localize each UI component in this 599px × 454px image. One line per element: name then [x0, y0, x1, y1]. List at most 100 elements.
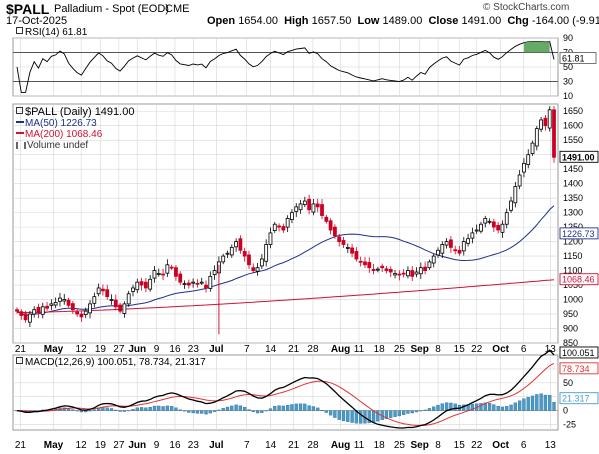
candle-body	[414, 271, 419, 275]
macd-histogram-bar	[264, 410, 268, 412]
macd-histogram-bar	[298, 403, 303, 411]
candle-swatch-icon	[16, 107, 23, 114]
price-tick-label: 1550	[563, 135, 583, 145]
price-tick-label: 850	[563, 338, 578, 348]
x-tick-label-bottom: 28	[307, 440, 319, 451]
macd-histogram-bar	[359, 410, 363, 424]
x-tick-label-bottom: 21	[288, 440, 300, 451]
x-tick-label: 8	[435, 344, 441, 355]
x-tick-label-bottom: 21	[15, 440, 27, 451]
macd-histogram-bar	[135, 407, 139, 411]
date-label: 17-Oct-2025	[6, 15, 68, 27]
macd-histogram-bar	[436, 404, 440, 411]
macd-histogram-bar	[350, 410, 354, 423]
candle-body	[431, 255, 436, 264]
macd-histogram-bar	[346, 410, 350, 422]
macd-histogram-bar	[513, 402, 517, 411]
x-tick-label-bottom: Sep	[411, 440, 429, 451]
x-tick-label: 19	[95, 344, 107, 355]
legend-ma200: MA(200) 1068.46	[16, 129, 134, 140]
macd-histogram-bar	[221, 408, 225, 411]
macd-histogram-bar	[277, 405, 281, 411]
macd-histogram-bar	[191, 410, 195, 414]
macd-histogram-bar	[543, 394, 548, 411]
candle-body	[66, 299, 71, 306]
macd-histogram-bar	[109, 408, 114, 411]
macd-legend: MACD(12,26,9) 100.051, 78.734, 21.317	[16, 357, 206, 368]
chg-label: Chg	[507, 15, 529, 27]
macd-tick-label: 50	[563, 378, 573, 388]
macd-histogram-bar	[337, 410, 341, 420]
macd-histogram-bar	[419, 410, 423, 412]
macd-histogram-bar	[367, 410, 371, 424]
candle-body	[92, 296, 97, 304]
macd-histogram-bar	[75, 410, 79, 412]
macd-histogram-bar	[260, 410, 264, 413]
macd-histogram-bar	[281, 405, 285, 411]
price-tick-label: 1650	[563, 106, 583, 116]
macd-histogram-bar	[178, 409, 182, 411]
candle-body	[418, 267, 423, 275]
rsi-swatch-icon	[16, 27, 23, 34]
macd-histogram-bar	[406, 410, 410, 414]
candle-body	[53, 302, 58, 306]
candle-body	[410, 270, 415, 277]
x-tick-label-bottom: 27	[113, 440, 125, 451]
macd-histogram-bar	[316, 407, 320, 411]
open-label: Open	[207, 15, 236, 27]
macd-histogram-bar	[247, 409, 251, 411]
x-tick-label: 12	[76, 344, 88, 355]
macd-tick-label: 0	[563, 406, 568, 416]
candle-body	[238, 238, 243, 251]
macd-histogram-bar	[71, 409, 75, 411]
price-tick-label: 900	[563, 324, 578, 334]
candle-body	[169, 266, 174, 269]
x-tick-label: 28	[307, 344, 319, 355]
candle-body	[79, 313, 84, 318]
price-tick-label: 1450	[563, 164, 583, 174]
x-tick-label-bottom: 18	[374, 440, 386, 451]
candle-body	[234, 241, 238, 248]
macd-histogram-bar	[414, 410, 419, 413]
x-tick-label-bottom: 11	[354, 440, 365, 451]
x-tick-label: 22	[471, 344, 483, 355]
candle-body	[122, 303, 127, 314]
x-tick-label-bottom: 23	[188, 440, 200, 451]
candle-body	[328, 220, 333, 231]
candle-body	[487, 220, 492, 223]
candle-body	[152, 270, 157, 279]
candle-body	[496, 224, 501, 231]
legend-main: $PALL (Daily) 1491.00	[16, 107, 134, 118]
candle-body	[255, 267, 260, 272]
candle-body	[534, 128, 539, 147]
price-tick-label: 1000	[563, 295, 583, 305]
macd-histogram-bar	[548, 395, 552, 411]
x-tick-label-bottom: 19	[95, 440, 107, 451]
candle-body	[161, 273, 165, 276]
symbol-title: $PALL	[6, 1, 50, 17]
x-tick-label-bottom: 6	[521, 440, 527, 451]
candle-body	[182, 283, 187, 286]
x-tick-label: 11	[354, 344, 365, 355]
x-tick-label: 27	[113, 344, 125, 355]
price-tick-label: 1350	[563, 193, 583, 203]
candle-body	[517, 174, 522, 187]
price-tick-label: 1150	[563, 251, 582, 261]
candle-body	[186, 282, 191, 286]
candle-body	[423, 266, 428, 271]
macd-histogram-bar	[204, 410, 208, 415]
candle-body	[491, 221, 496, 228]
macd-histogram-bar	[509, 404, 513, 411]
x-tick-label: 21	[288, 344, 300, 355]
legend-volume: Volume undef	[16, 140, 134, 151]
macd-hist-value-label: 21.317	[562, 394, 590, 404]
macd-histogram-bar	[333, 410, 337, 418]
x-tick-label-bottom: 12	[76, 440, 88, 451]
candle-body	[358, 260, 363, 263]
macd-histogram-bar	[500, 406, 505, 411]
rsi-value-label: 61.81	[562, 53, 585, 63]
candle-body	[350, 247, 354, 254]
macd-histogram-bar	[88, 410, 92, 412]
rsi-tick-label: 10	[563, 91, 573, 101]
